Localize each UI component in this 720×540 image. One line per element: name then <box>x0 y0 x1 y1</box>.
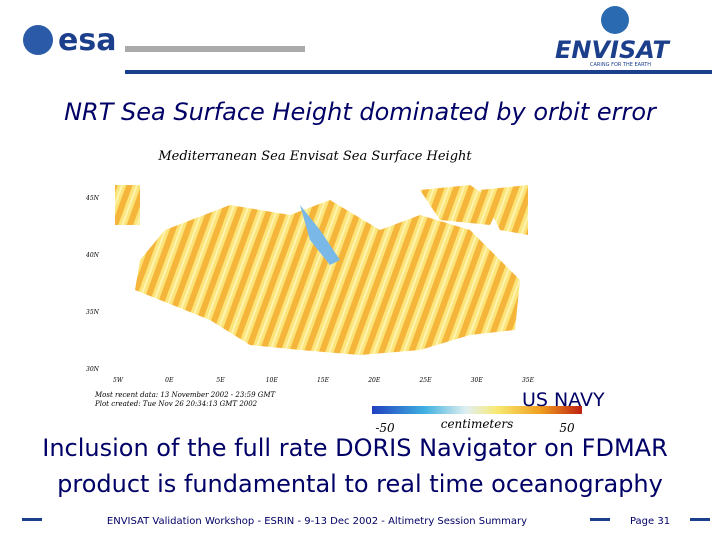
lon-label: 15E <box>317 377 330 384</box>
esa-logo: esa <box>58 23 116 58</box>
lon-label: 20E <box>367 377 381 384</box>
lat-label: 40N <box>85 252 100 259</box>
lat-label: 35N <box>86 309 100 316</box>
figure-title: Mediterranean Sea Envisat Sea Surface He… <box>157 149 472 164</box>
figure-note: Plot created: Tue Nov 26 20:34:13 GMT 20… <box>94 400 258 408</box>
colorbar-max: 50 <box>559 421 575 435</box>
footer-rule <box>690 518 710 521</box>
flags <box>125 46 305 52</box>
footer-rule <box>22 518 42 521</box>
page-number: Page 31 <box>630 516 670 527</box>
footer-text: ENVISAT Validation Workshop - ESRIN - 9-… <box>107 516 527 527</box>
colorbar-min: -50 <box>375 421 395 435</box>
map <box>110 180 530 370</box>
header-rule <box>125 70 712 74</box>
figure-note: Most recent data: 13 November 2002 - 23:… <box>94 391 277 399</box>
esa-logo-mark <box>23 25 53 55</box>
credit: US NAVY <box>522 389 605 411</box>
lon-label: 5E <box>216 377 225 384</box>
lon-label: 5W <box>113 377 124 384</box>
lon-label: 10E <box>266 377 279 384</box>
lon-label: 25E <box>418 377 432 384</box>
body-line: Inclusion of the full rate DORIS Navigat… <box>42 434 668 462</box>
lat-label: 30N <box>86 366 100 373</box>
envisat-logo: ENVISAT <box>555 36 671 64</box>
lon-label: 0E <box>165 377 174 384</box>
colorbar <box>372 406 582 414</box>
map-data <box>115 185 528 355</box>
footer-rule <box>590 518 610 521</box>
lon-label: 35E <box>522 377 535 384</box>
slide-title: NRT Sea Surface Height dominated by orbi… <box>64 98 658 126</box>
lon-label: 30E <box>471 377 484 384</box>
envisat-tagline: CARING FOR THE EARTH <box>590 62 651 68</box>
adriatic <box>300 205 340 265</box>
lat-label: 45N <box>85 195 100 202</box>
body-line: product is fundamental to real time ocea… <box>57 470 663 498</box>
envisat-globe <box>601 6 629 34</box>
colorbar-unit: centimeters <box>441 417 514 431</box>
